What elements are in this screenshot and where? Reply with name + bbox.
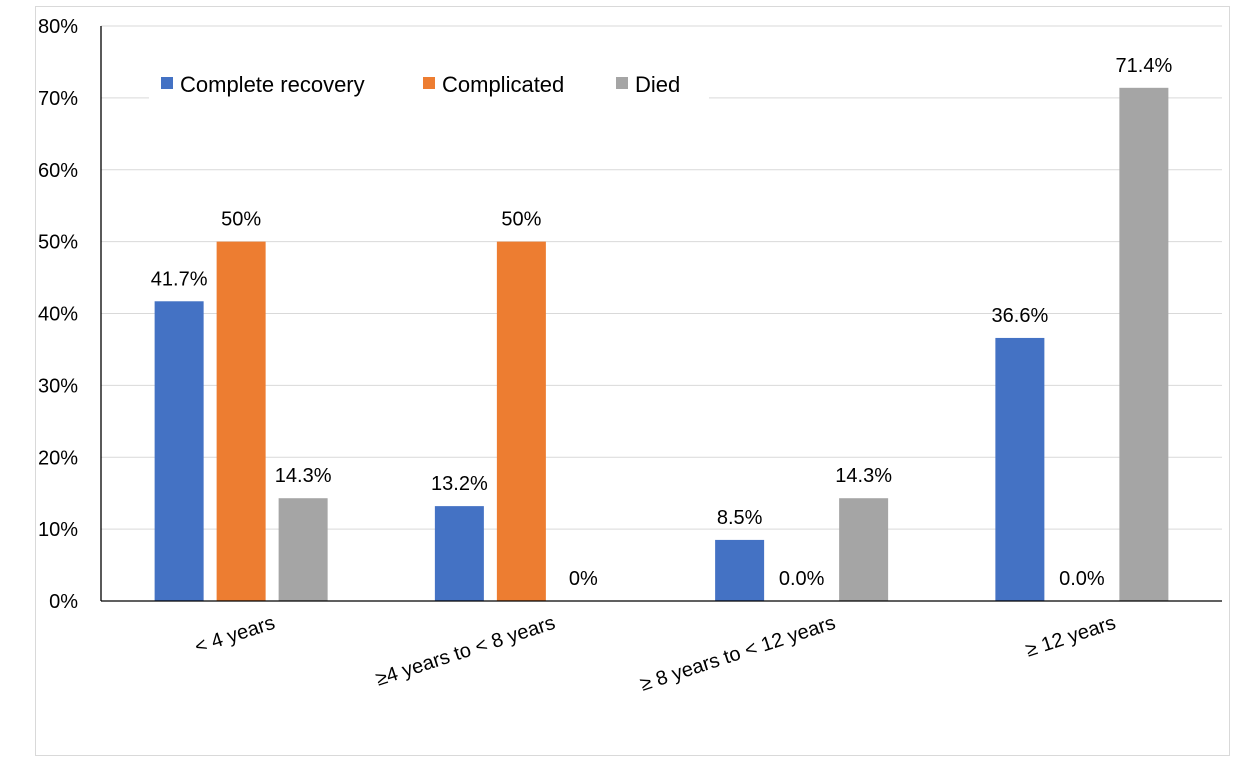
legend: Complete recovery Complicated Died — [149, 60, 709, 100]
data-label: 71.4% — [1116, 55, 1173, 77]
legend-label: Complicated — [442, 72, 564, 97]
y-tick-label: 60% — [38, 160, 78, 182]
data-label: 50% — [501, 209, 541, 231]
y-axis-ticks: 0% 10% 20% 30% 40% 50% 60% 70% 80% — [38, 16, 78, 613]
legend-swatch — [423, 77, 435, 89]
data-labels: 41.7% 50% 14.3% 13.2% 50% 0% 8.5% 0.0% 14.3% 36.6… — [151, 55, 1173, 590]
data-label: 14.3% — [275, 465, 332, 487]
y-tick-label: 50% — [38, 232, 78, 254]
data-label: 41.7% — [151, 268, 208, 290]
grid-lines — [101, 25, 1222, 530]
legend-swatch — [616, 77, 628, 89]
y-tick-label: 30% — [38, 375, 78, 397]
y-tick-label: 20% — [38, 447, 78, 469]
y-tick-label: 0% — [49, 591, 78, 613]
x-category-label: ≥ 8 years to < 12 years — [637, 612, 838, 696]
data-label: 13.2% — [431, 473, 488, 495]
x-category-label: ≥4 years to < 8 years — [373, 612, 558, 691]
x-axis-categories: < 4 years ≥4 years to < 8 years ≥ 8 years … — [192, 612, 1118, 696]
data-label: 0.0% — [779, 568, 825, 590]
data-label: 0% — [569, 568, 598, 590]
data-label: 14.3% — [835, 465, 892, 487]
bar — [434, 506, 484, 601]
bar — [1119, 87, 1169, 601]
bar — [278, 498, 328, 601]
bar — [715, 539, 765, 601]
x-category-label: ≥ 12 years — [1023, 612, 1118, 662]
bar — [216, 241, 266, 601]
x-category-label: < 4 years — [192, 612, 278, 659]
y-tick-label: 70% — [38, 88, 78, 110]
legend-label: Complete recovery — [180, 72, 365, 97]
data-label: 0.0% — [1059, 568, 1105, 590]
legend-label: Died — [635, 72, 680, 97]
bar — [995, 337, 1045, 601]
legend-swatch — [161, 77, 173, 89]
bar — [839, 498, 889, 601]
bar — [496, 241, 546, 601]
y-tick-label: 40% — [38, 304, 78, 326]
chart-frame — [35, 6, 1230, 756]
data-label: 8.5% — [717, 507, 763, 529]
data-label: 36.6% — [992, 305, 1049, 327]
y-tick-label: 80% — [38, 16, 78, 38]
y-tick-label: 10% — [38, 519, 78, 541]
data-label: 50% — [221, 209, 261, 231]
bars — [154, 87, 1169, 601]
bar — [154, 301, 204, 601]
